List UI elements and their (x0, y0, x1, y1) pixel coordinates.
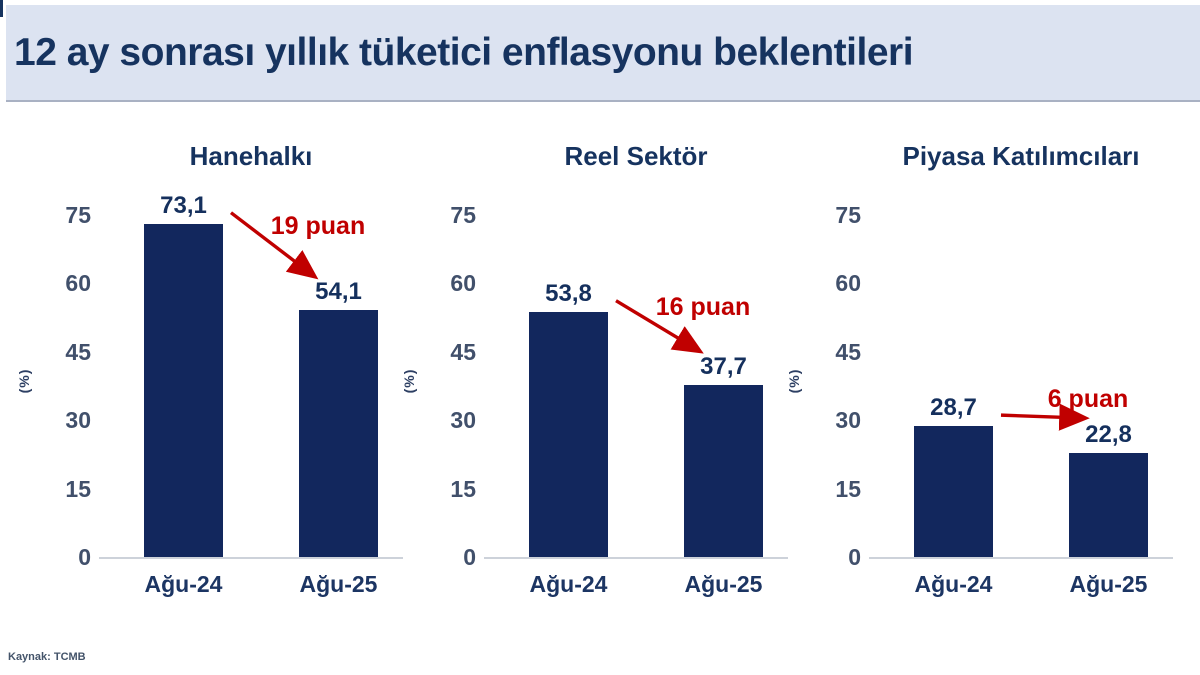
chart-title: Hanehalkı (189, 141, 313, 171)
bar-value-label: 53,8 (545, 279, 592, 307)
y-axis-tick: 60 (835, 270, 861, 297)
y-axis-unit-label: (%) (16, 368, 32, 394)
y-axis-tick: 45 (450, 338, 476, 365)
chart-title: Reel Sektör (564, 141, 708, 171)
y-axis-tick: 0 (848, 544, 861, 570)
y-axis-tick: 15 (835, 475, 861, 502)
chart-panel-1: Hanehalkı (%) 0 15 30 45 60 75 73,1 Ağu-24 54,1 Ağu… (5, 135, 403, 627)
bar-value-label: 37,7 (700, 353, 747, 381)
y-axis-tick: 30 (65, 407, 91, 434)
y-axis-tick: 75 (450, 202, 476, 228)
page-title: 12 ay sonrası yıllık tüketici enflasyonu… (14, 30, 914, 74)
corner-accent-mark (0, 0, 3, 17)
bar-value-label: 54,1 (315, 278, 362, 306)
source-note: Kaynak: TCMB (8, 651, 86, 663)
bar-Ağu-25 (299, 310, 378, 557)
bar-Ağu-25 (684, 385, 763, 557)
x-axis-label: Ağu-25 (299, 571, 378, 597)
y-axis-tick: 30 (835, 407, 861, 434)
x-axis-label: Ağu-25 (1069, 571, 1148, 597)
plot-area (869, 215, 1173, 559)
chart-panel-2: Reel Sektör (%) 0 15 30 45 60 75 53,8 Ağu-24 37,7 A… (390, 135, 788, 627)
change-badge: 19 puan (270, 211, 366, 240)
change-badge: 16 puan (655, 293, 751, 322)
x-axis-label: Ağu-24 (914, 571, 993, 597)
y-axis-tick: 45 (65, 338, 91, 365)
title-banner: 12 ay sonrası yıllık tüketici enflasyonu… (6, 5, 1200, 102)
bar-value-label: 28,7 (930, 394, 977, 422)
bar-Ağu-24 (914, 426, 993, 557)
y-axis-tick: 75 (835, 202, 861, 228)
y-axis-unit-label: (%) (401, 368, 417, 394)
bar-value-label: 73,1 (160, 191, 207, 219)
x-axis-label: Ağu-24 (144, 571, 223, 597)
y-axis-tick: 45 (835, 338, 861, 365)
chart-title: Piyasa Katılımcıları (902, 141, 1140, 171)
y-axis-tick: 0 (78, 544, 91, 570)
y-axis-tick: 75 (65, 202, 91, 228)
y-axis-tick: 15 (450, 475, 476, 502)
y-axis-tick: 60 (65, 270, 91, 297)
y-axis-tick: 60 (450, 270, 476, 297)
x-axis-label: Ağu-24 (529, 571, 608, 597)
bar-Ağu-24 (144, 223, 223, 557)
y-axis-unit-label: (%) (786, 368, 802, 394)
bar-Ağu-24 (529, 311, 608, 557)
y-axis-tick: 0 (463, 544, 476, 570)
y-axis-tick: 30 (450, 407, 476, 434)
y-axis-tick: 15 (65, 475, 91, 502)
plot-area (484, 215, 788, 559)
chart-panel-3: Piyasa Katılımcıları (%) 0 15 30 45 60 75 28,7 Ağ… (775, 135, 1173, 627)
change-badge: 6 puan (1047, 384, 1129, 413)
plot-area (99, 215, 403, 559)
x-axis-label: Ağu-25 (684, 571, 763, 597)
bar-Ağu-25 (1069, 453, 1148, 557)
bar-value-label: 22,8 (1085, 421, 1132, 449)
